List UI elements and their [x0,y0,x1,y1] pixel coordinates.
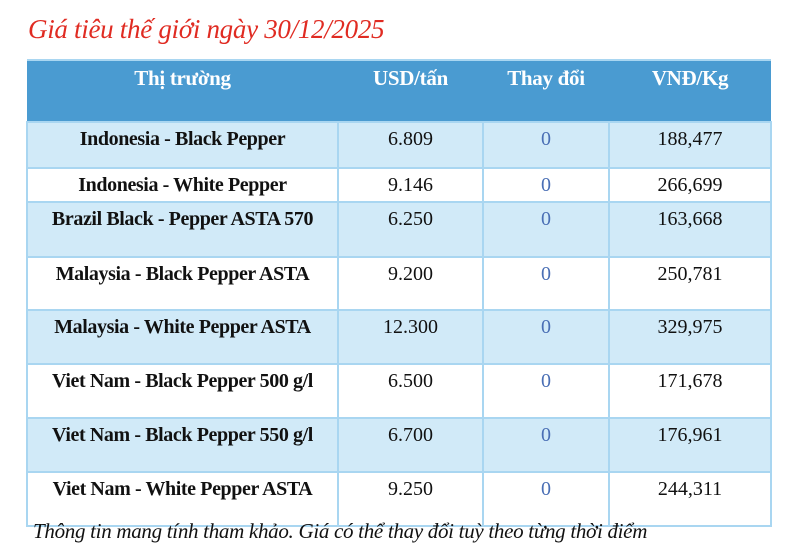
vnd-price-cell: 329,975 [608,309,772,365]
vnd-price-cell: 188,477 [608,121,772,169]
header-market: Thị trường [27,59,338,123]
market-cell: Malaysia - Black Pepper ASTA [26,256,339,311]
table-row: Viet Nam - Black Pepper 550 g/l 6.700 0 176… [26,417,772,473]
market-name: Indonesia - Black Pepper [79,128,286,150]
change-cell: 0 [482,417,610,473]
change-cell: 0 [482,363,610,419]
market-name: Viet Nam - White Pepper ASTA [52,478,313,500]
page-title: Giá tiêu thế giới ngày 30/12/2025 [28,14,385,44]
table-row: Viet Nam - White Pepper ASTA 9.250 0 244,31… [26,471,772,527]
table-row: Indonesia - Black Pepper 6.809 0 188,477 [26,121,772,169]
table-row: Malaysia - Black Pepper ASTA 9.200 0 250,78… [26,256,772,311]
table-header-row: Thị trường USD/tấn Thay đổi VNĐ/Kg [27,59,771,123]
table-row: Indonesia - White Pepper 9.146 0 266,699 [26,167,772,203]
change-cell: 0 [482,309,610,365]
market-name: Malaysia - White Pepper ASTA [54,316,311,338]
change-cell: 0 [482,167,610,203]
usd-price-cell: 6.500 [337,363,484,419]
vnd-price-cell: 250,781 [608,256,772,311]
change-cell: 0 [482,256,610,311]
market-cell: Indonesia - White Pepper [26,167,339,203]
usd-price-cell: 9.146 [337,167,484,203]
header-vnd: VNĐ/Kg [609,59,771,123]
change-cell: 0 [482,201,610,258]
market-cell: Viet Nam - Black Pepper 550 g/l [26,417,339,473]
header-usd: USD/tấn [338,59,483,123]
usd-price-cell: 9.250 [337,471,484,527]
table-row: Malaysia - White Pepper ASTA 12.300 0 329,9… [26,309,772,365]
market-name: Viet Nam - Black Pepper 500 g/l [52,370,313,392]
market-cell: Viet Nam - White Pepper ASTA [26,471,339,527]
market-name: Brazil Black - Pepper ASTA 570 [51,208,314,230]
market-name: Indonesia - White Pepper [78,174,287,196]
vnd-price-cell: 244,311 [608,471,772,527]
usd-price-cell: 6.700 [337,417,484,473]
vnd-price-cell: 171,678 [608,363,772,419]
market-name: Viet Nam - Black Pepper 550 g/l [52,424,313,446]
change-cell: 0 [482,121,610,169]
usd-price-cell: 9.200 [337,256,484,311]
usd-price-cell: 12.300 [337,309,484,365]
market-cell: Brazil Black - Pepper ASTA 570 [26,201,339,258]
vnd-price-cell: 266,699 [608,167,772,203]
vnd-price-cell: 176,961 [608,417,772,473]
market-cell: Viet Nam - Black Pepper 500 g/l [26,363,339,419]
header-change: Thay đổi [483,59,609,123]
table-row: Brazil Black - Pepper ASTA 570 6.250 0 163,… [26,201,772,258]
market-cell: Indonesia - Black Pepper [26,121,339,169]
disclaimer-note: Thông tin mang tính tham khảo. Giá có th… [33,519,648,543]
market-cell: Malaysia - White Pepper ASTA [26,309,339,365]
usd-price-cell: 6.809 [337,121,484,169]
change-cell: 0 [482,471,610,527]
vnd-price-cell: 163,668 [608,201,772,258]
pepper-price-table: Thị trường USD/tấn Thay đổi VNĐ/Kg Indon… [26,59,772,527]
table-row: Viet Nam - Black Pepper 500 g/l 6.500 0 171… [26,363,772,419]
usd-price-cell: 6.250 [337,201,484,258]
market-name: Malaysia - Black Pepper ASTA [55,263,310,285]
